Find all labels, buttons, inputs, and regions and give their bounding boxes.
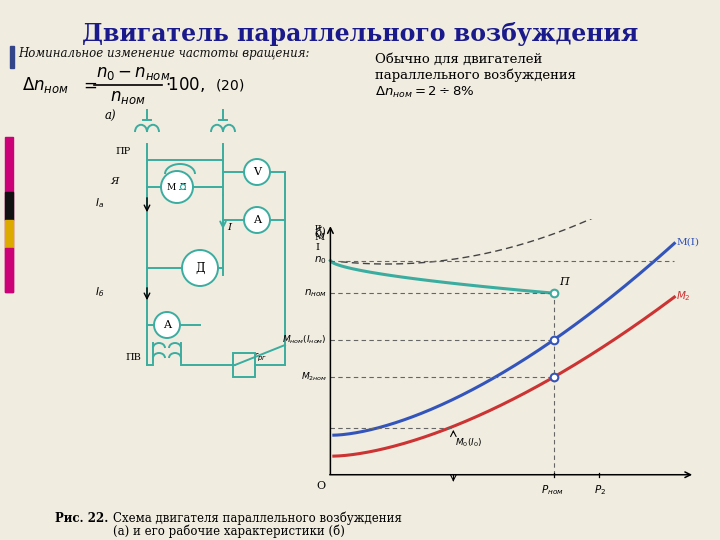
Text: A: A	[253, 215, 261, 225]
Text: $(20)$: $(20)$	[215, 77, 244, 93]
Bar	[5, 248, 13, 292]
Bar	[5, 220, 13, 248]
Text: A: A	[163, 320, 171, 330]
Text: $=$: $=$	[80, 77, 97, 93]
Text: $n_{ном}$: $n_{ном}$	[304, 287, 327, 299]
Circle shape	[244, 207, 270, 233]
Text: Номинальное изменение частоты вращения:: Номинальное изменение частоты вращения:	[18, 48, 310, 60]
Text: ПР: ПР	[115, 147, 130, 157]
Text: Схема двигателя параллельного возбуждения: Схема двигателя параллельного возбуждени…	[113, 511, 402, 525]
Bar	[5, 137, 13, 292]
Text: $\cdot\!100,$: $\cdot\!100,$	[165, 76, 205, 94]
Text: параллельного возбуждения: параллельного возбуждения	[375, 69, 576, 83]
Text: Д: Д	[195, 261, 204, 274]
Text: Рис. 22.: Рис. 22.	[55, 511, 109, 524]
Text: $n_{ном}$: $n_{ном}$	[110, 90, 145, 106]
Text: $M_{2ном}$: $M_{2ном}$	[301, 371, 327, 383]
Text: $\Delta n_{ном}$: $\Delta n_{ном}$	[22, 75, 69, 95]
Text: Л: Л	[179, 183, 186, 192]
Text: О: О	[316, 481, 325, 490]
Text: $n_0$: $n_0$	[314, 255, 327, 267]
Text: $M_0(I_0)$: $M_0(I_0)$	[456, 436, 482, 449]
Circle shape	[244, 159, 270, 185]
Circle shape	[181, 185, 186, 190]
Text: ПВ: ПВ	[125, 353, 141, 361]
Bar	[5, 192, 13, 220]
Circle shape	[182, 250, 218, 286]
Text: (а) и его рабочие характеристики (б): (а) и его рабочие характеристики (б)	[113, 524, 345, 538]
Text: $I_a$: $I_a$	[95, 196, 104, 210]
Text: Обычно для двигателей: Обычно для двигателей	[375, 53, 542, 66]
Text: а): а)	[105, 110, 117, 123]
Text: $n_0 - n_{ном}$: $n_0 - n_{ном}$	[96, 65, 171, 83]
Text: П: П	[559, 278, 569, 287]
Bar	[10, 46, 14, 68]
Text: $I_б$: $I_б$	[95, 285, 104, 299]
Text: $r_{рг}$: $r_{рг}$	[253, 350, 267, 364]
Bar	[233, 353, 255, 377]
Text: п
М
I: п М I	[315, 224, 325, 252]
Text: $M_2$: $M_2$	[676, 289, 690, 303]
Text: M(I): M(I)	[676, 238, 699, 247]
Text: I: I	[227, 224, 231, 233]
Text: $P_2$: $P_2$	[594, 483, 606, 497]
Text: V: V	[253, 167, 261, 177]
Text: $М_{ном}(I_{ном})$: $М_{ном}(I_{ном})$	[282, 334, 327, 346]
Circle shape	[161, 171, 193, 203]
Text: б): б)	[315, 227, 327, 240]
Text: $\Delta n_{ном} = 2\div8\%$: $\Delta n_{ном} = 2\div8\%$	[375, 85, 474, 100]
Text: Я: Я	[110, 178, 118, 186]
Text: Двигатель параллельного возбуждения: Двигатель параллельного возбуждения	[82, 22, 638, 46]
Text: М: М	[166, 183, 176, 192]
Circle shape	[154, 312, 180, 338]
Text: $P_{ном}$: $P_{ном}$	[541, 483, 564, 497]
